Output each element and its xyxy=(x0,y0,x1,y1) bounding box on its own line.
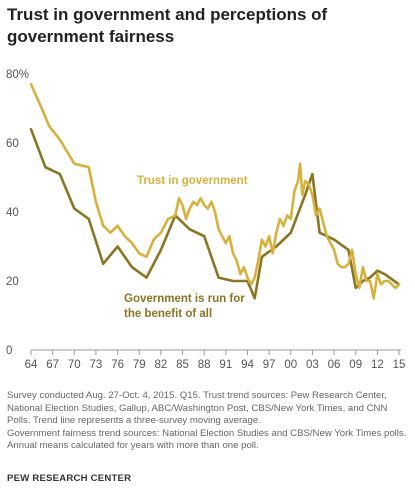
chart-title: Trust in government and perceptions of g… xyxy=(7,5,328,46)
x-tick-label: 67 xyxy=(46,359,59,371)
x-tick-label: 94 xyxy=(241,359,254,371)
series-lines xyxy=(29,82,401,300)
x-tick-label: 82 xyxy=(154,359,167,371)
x-tick-label: 06 xyxy=(328,359,341,371)
note-trust-sources: Survey conducted Aug. 27-Oct. 4, 2015. Q… xyxy=(7,390,388,427)
series-line-fairness xyxy=(29,127,401,300)
x-tick-label: 00 xyxy=(284,359,297,371)
x-tick-label: 85 xyxy=(176,359,189,371)
x-tick-label: 09 xyxy=(349,359,362,371)
x-axis-ticks: 64 67 70 73 76 79 82 85 88 91 94 97 00 03 06 09 12 15 xyxy=(25,350,406,371)
x-tick-label: 91 xyxy=(219,359,232,371)
x-tick-label: 03 xyxy=(306,359,319,371)
line-chart: 0 20 40 60 80% 64 67 70 73 76 79 82 85 88 91 94 97 00 03 0… xyxy=(6,69,406,371)
source-credit: PEW RESEARCH CENTER xyxy=(7,473,132,484)
chart-notes: Survey conducted Aug. 27-Oct. 4, 2015. Q… xyxy=(7,390,411,453)
annotation-fairness-line: the benefit of all xyxy=(124,308,212,320)
x-tick-label: 73 xyxy=(90,359,103,371)
x-tick-label: 12 xyxy=(371,359,384,371)
y-tick-label: 80% xyxy=(6,69,29,81)
x-tick-label: 88 xyxy=(198,359,211,371)
y-tick-label: 0 xyxy=(6,345,12,357)
x-tick-label: 97 xyxy=(263,359,276,371)
annotation-trust: Trust in government xyxy=(137,175,248,187)
x-tick-label: 76 xyxy=(111,359,124,371)
y-tick-label: 40 xyxy=(6,207,19,219)
y-tick-label: 20 xyxy=(6,276,19,288)
series-line-trust xyxy=(29,82,401,300)
x-tick-label: 64 xyxy=(25,359,38,371)
note-fairness-sources: Government fairness trend sources: Natio… xyxy=(7,427,407,452)
y-axis-ticks: 0 20 40 60 80% xyxy=(6,69,29,357)
annotation-fairness-line: Government is run for xyxy=(124,293,245,305)
x-tick-label: 70 xyxy=(68,359,81,371)
y-tick-label: 60 xyxy=(6,138,19,150)
x-tick-label: 15 xyxy=(393,359,406,371)
x-tick-label: 79 xyxy=(133,359,146,371)
series-annotations: Trust in government Government is run for… xyxy=(124,175,248,320)
